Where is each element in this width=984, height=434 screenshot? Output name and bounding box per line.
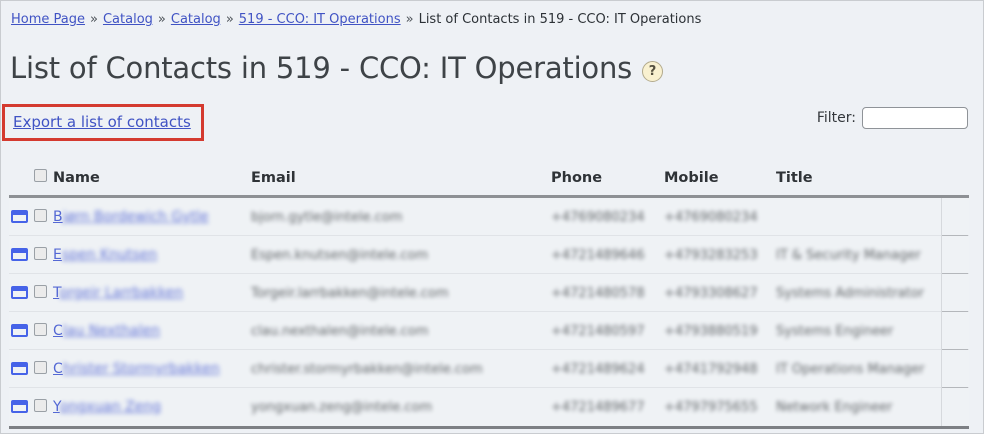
contact-mobile: +4797975655 [664, 400, 758, 415]
contact-name-link[interactable]: Espen Knutsen [53, 247, 157, 263]
breadcrumb-link-service[interactable]: 519 - CCO: IT Operations [238, 12, 401, 27]
breadcrumb-link-catalog-2[interactable]: Catalog [170, 12, 221, 27]
column-header-title: Title [776, 170, 813, 186]
right-gutter-cell [942, 274, 968, 312]
contact-phone: +4721480597 [551, 324, 645, 339]
contact-email: bjorn.gytle@intele.com [251, 210, 403, 225]
select-all-checkbox[interactable] [34, 169, 47, 182]
contact-name-initial: C [53, 323, 63, 339]
breadcrumb-link-home[interactable]: Home Page [11, 12, 85, 27]
contact-name-initial: B [53, 209, 63, 225]
row-checkbox[interactable] [34, 361, 47, 374]
column-header-mobile: Mobile [664, 170, 719, 186]
contact-name-rest: spen Knutsen [61, 247, 158, 263]
row-checkbox[interactable] [34, 247, 47, 260]
column-header-name: Name [53, 170, 100, 186]
contact-name-link[interactable]: Yongxuan Zeng [53, 399, 161, 415]
export-contacts-link[interactable]: Export a list of contacts [13, 113, 191, 131]
table-row: Torgeir Larrbakken Torgeir.larrbakken@in… [9, 274, 969, 312]
table-row: Bjørn Bordewich Gytle bjorn.gytle@intele… [9, 198, 969, 236]
header-divider [9, 195, 969, 198]
contact-title: Systems Administrator [776, 286, 925, 301]
right-gutter-cell [942, 236, 968, 274]
filter-input[interactable] [862, 107, 968, 129]
column-header-email: Email [251, 170, 296, 186]
title-row: List of Contacts in 519 - CCO: IT Operat… [10, 51, 664, 85]
table-row: Christer Stormyrbakken christer.stormyrb… [9, 350, 969, 388]
contact-name-link[interactable]: Bjørn Bordewich Gytle [53, 209, 209, 225]
contact-name-rest: orgeir Larrbakken [59, 285, 184, 301]
help-icon[interactable]: ? [642, 60, 664, 82]
row-checkbox[interactable] [34, 209, 47, 222]
contact-mobile: +4741792948 [664, 362, 758, 377]
contact-title: IT & Security Manager [776, 248, 921, 263]
contact-phone: +4721480578 [551, 286, 645, 301]
table-row: Espen Knutsen Espen.knutsen@intele.com +… [9, 236, 969, 274]
contact-name-rest: lau Nexthalen [62, 323, 161, 339]
contact-title: IT Operations Manager [776, 362, 925, 377]
breadcrumb: Home Page » Catalog » Catalog » 519 - CCO: IT … [11, 12, 701, 27]
contact-name-initial: Y [53, 399, 60, 415]
right-column [941, 198, 968, 426]
breadcrumb-current: List of Contacts in 519 - CCO: IT Operat… [418, 12, 702, 27]
contact-phone: +4721489646 [551, 248, 645, 263]
table-row: Yongxuan Zeng yongxuan.zeng@intele.com +… [9, 388, 969, 426]
contact-mobile: +4793308627 [664, 286, 758, 301]
row-checkbox[interactable] [34, 285, 47, 298]
contact-email: clau.nexthalen@intele.com [251, 324, 429, 339]
row-checkbox[interactable] [34, 323, 47, 336]
contact-name-initial: C [53, 361, 63, 377]
table-row: Clau Nexthalen clau.nexthalen@intele.com… [9, 312, 969, 350]
contact-card-icon[interactable] [11, 362, 28, 375]
contact-phone: +4769080234 [551, 210, 645, 225]
row-checkbox[interactable] [34, 399, 47, 412]
right-gutter-cell [942, 388, 968, 426]
right-gutter-cell [942, 198, 968, 236]
contact-name-initial: T [53, 285, 60, 301]
table-bottom-divider [9, 426, 969, 429]
table-body: Bjørn Bordewich Gytle bjorn.gytle@intele… [9, 198, 969, 426]
contact-card-icon[interactable] [11, 400, 28, 413]
contact-card-icon[interactable] [11, 324, 28, 337]
contact-name-rest: ongxuan Zeng [59, 399, 162, 415]
contact-phone: +4721489624 [551, 362, 645, 377]
contact-email: Torgeir.larrbakken@intele.com [251, 286, 449, 301]
breadcrumb-separator: » [405, 12, 414, 27]
contact-email: yongxuan.zeng@intele.com [251, 400, 433, 415]
breadcrumb-link-catalog-1[interactable]: Catalog [102, 12, 153, 27]
contact-card-icon[interactable] [11, 286, 28, 299]
filter-label: Filter: [816, 110, 856, 126]
contacts-table: Name Email Phone Mobile Title Bjørn Bord… [9, 164, 969, 429]
right-gutter-cell [942, 350, 968, 388]
contact-card-icon[interactable] [11, 210, 28, 223]
contact-name-rest: hrister Stormyrbakken [62, 361, 220, 377]
table-header: Name Email Phone Mobile Title [9, 164, 969, 195]
breadcrumb-separator: » [157, 12, 166, 27]
export-highlight-box: Export a list of contacts [2, 104, 204, 141]
contact-name-link[interactable]: Clau Nexthalen [53, 323, 160, 339]
contact-title: Network Engineer [776, 400, 893, 415]
contact-name-initial: E [53, 247, 62, 263]
contact-name-link[interactable]: Torgeir Larrbakken [53, 285, 183, 301]
filter-wrap: Filter: [817, 107, 968, 129]
breadcrumb-separator: » [90, 12, 98, 27]
contact-title: Systems Engineer [776, 324, 894, 339]
contact-name-rest: jørn Bordewich Gytle [62, 209, 209, 225]
breadcrumb-separator: » [225, 12, 234, 27]
contact-mobile: +4793880519 [664, 324, 758, 339]
contact-email: Espen.knutsen@intele.com [251, 248, 429, 263]
contact-mobile: +4793283253 [664, 248, 758, 263]
contact-phone: +4721489677 [551, 400, 645, 415]
page-title: List of Contacts in 519 - CCO: IT Operat… [10, 51, 633, 85]
contact-name-link[interactable]: Christer Stormyrbakken [53, 361, 220, 377]
contact-mobile: +4769080234 [664, 210, 758, 225]
contact-email: christer.stormyrbakken@intele.com [251, 362, 483, 377]
contact-card-icon[interactable] [11, 248, 28, 261]
column-header-phone: Phone [551, 170, 603, 186]
right-gutter-cell [942, 312, 968, 350]
